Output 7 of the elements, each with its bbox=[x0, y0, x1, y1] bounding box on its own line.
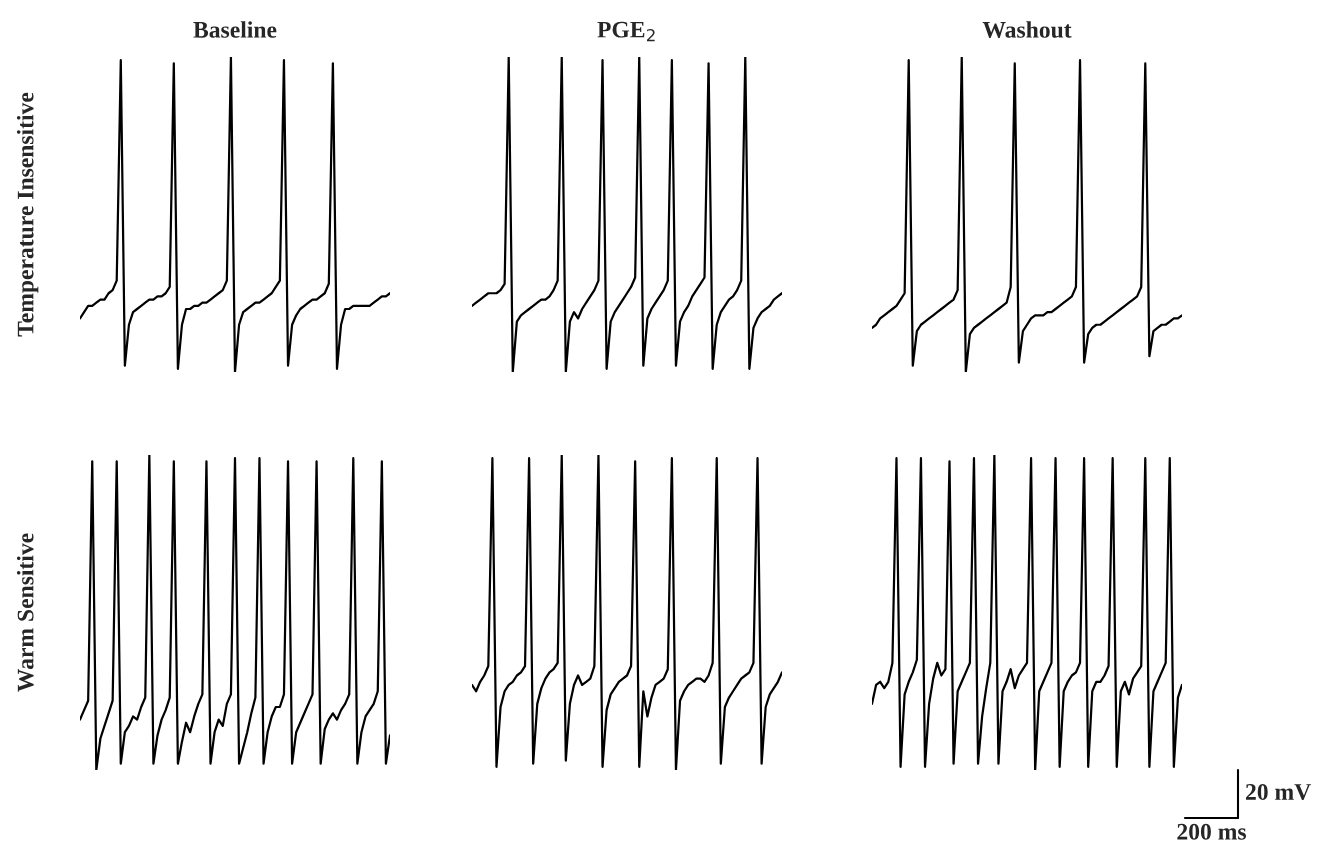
text: 20 mV bbox=[1245, 783, 1311, 801]
chart-title: Washout bbox=[982, 21, 1072, 38]
chart-title: PGE$_{2}$ bbox=[597, 21, 655, 42]
y-axis-title: Warm Sensitive bbox=[16, 533, 34, 692]
text: 200 ms bbox=[1177, 823, 1247, 840]
chart-title: Baseline bbox=[193, 21, 277, 38]
y-axis-title: Temperature Insensitive bbox=[16, 92, 39, 337]
